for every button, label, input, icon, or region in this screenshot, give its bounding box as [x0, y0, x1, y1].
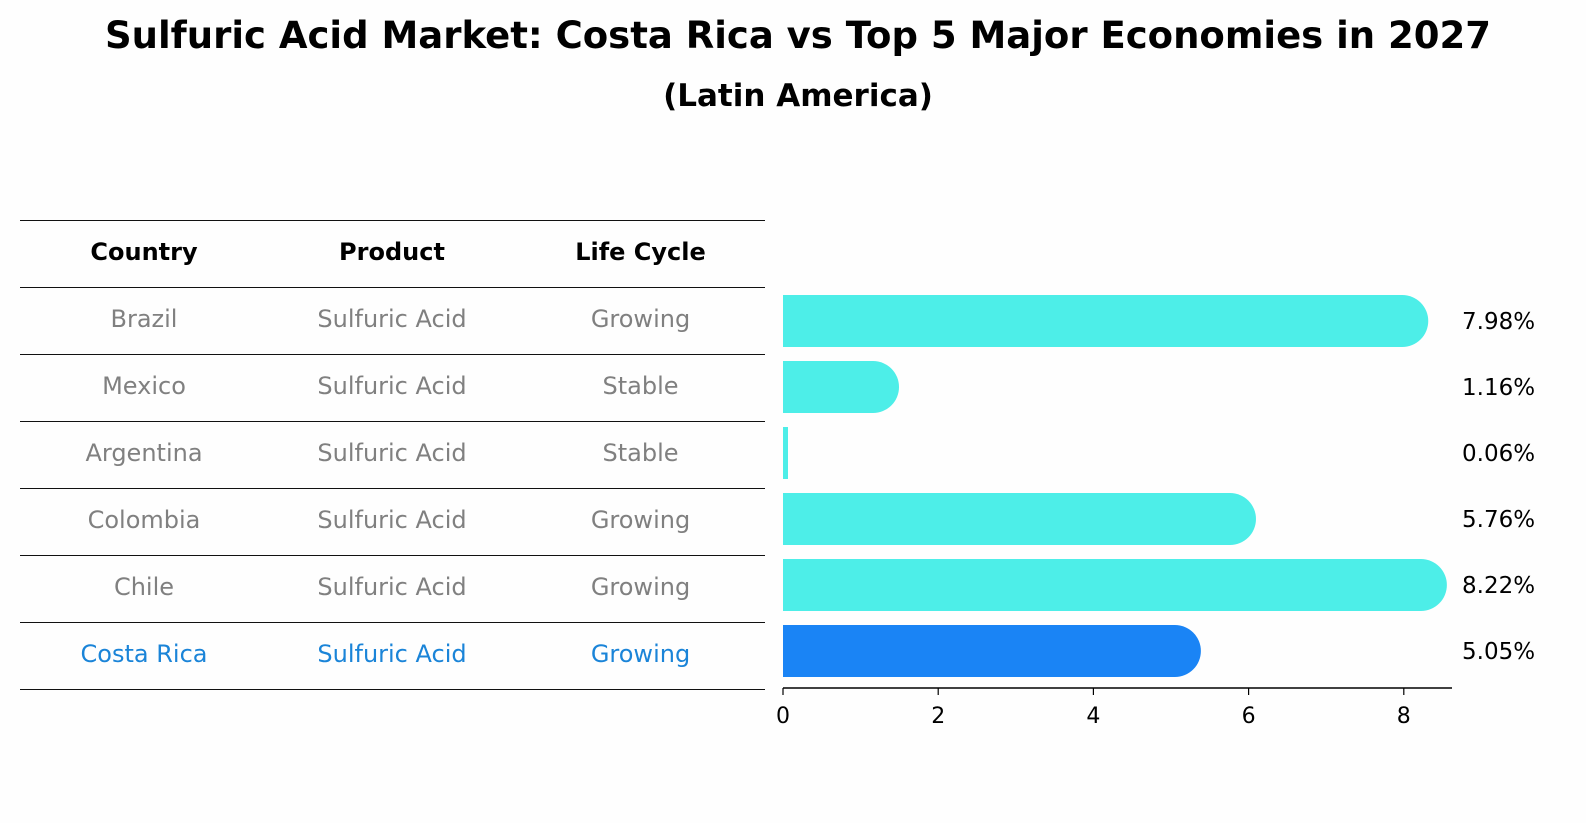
table-row-highlighted: Costa Rica Sulfuric Acid Growing: [20, 622, 765, 690]
life-cycle-cell: Stable: [602, 439, 679, 467]
table-header-row: Country Product Life Cycle: [20, 220, 765, 287]
country-cell: Brazil: [110, 305, 178, 333]
product-cell: Sulfuric Acid: [317, 305, 467, 333]
country-cell: Costa Rica: [80, 640, 208, 668]
bar: [783, 559, 1447, 611]
header-product: Product: [339, 238, 445, 266]
life-cycle-cell: Stable: [602, 372, 679, 400]
bar-highlighted: [783, 625, 1201, 677]
header-life-cycle: Life Cycle: [575, 238, 706, 266]
product-cell: Sulfuric Acid: [317, 573, 467, 601]
chart-title: Sulfuric Acid Market: Costa Rica vs Top …: [105, 14, 1491, 57]
product-cell: Sulfuric Acid: [317, 506, 467, 534]
country-cell: Mexico: [102, 372, 186, 400]
bar: [783, 493, 1256, 545]
chart-subtitle: (Latin America): [663, 78, 933, 114]
country-cell: Chile: [113, 573, 175, 601]
x-tick-label: 6: [1242, 704, 1256, 729]
x-tick-label: 4: [1086, 704, 1100, 729]
table-row: Chile Sulfuric Acid Growing: [20, 555, 765, 622]
header-country: Country: [90, 238, 198, 266]
x-tick-label: 2: [931, 704, 945, 729]
value-label: 0.06%: [1462, 441, 1535, 467]
value-label: 7.98%: [1462, 309, 1535, 335]
life-cycle-cell: Growing: [590, 573, 691, 601]
bar: [783, 295, 1429, 347]
table-row: Mexico Sulfuric Acid Stable: [20, 354, 765, 421]
x-tick-label: 0: [776, 704, 790, 729]
bar: [783, 361, 900, 413]
country-cell: Argentina: [85, 439, 203, 467]
country-cell: Colombia: [87, 506, 201, 534]
table-row: Colombia Sulfuric Acid Growing: [20, 488, 765, 555]
value-label: 5.05%: [1462, 639, 1535, 665]
table-row: Argentina Sulfuric Acid Stable: [20, 421, 765, 488]
value-label: 8.22%: [1462, 573, 1535, 599]
value-label: 5.76%: [1462, 507, 1535, 533]
product-cell: Sulfuric Acid: [317, 439, 467, 467]
x-tick-label: 8: [1397, 704, 1411, 729]
product-cell: Sulfuric Acid: [317, 372, 467, 400]
table-row: Brazil Sulfuric Acid Growing: [20, 287, 765, 354]
product-cell: Sulfuric Acid: [317, 640, 467, 668]
bar: [783, 427, 788, 479]
life-cycle-cell: Growing: [590, 305, 691, 333]
value-label: 1.16%: [1462, 375, 1535, 401]
data-table: Country Product Life Cycle Brazil Sulfur…: [20, 220, 765, 690]
life-cycle-cell: Growing: [590, 640, 691, 668]
life-cycle-cell: Growing: [590, 506, 691, 534]
